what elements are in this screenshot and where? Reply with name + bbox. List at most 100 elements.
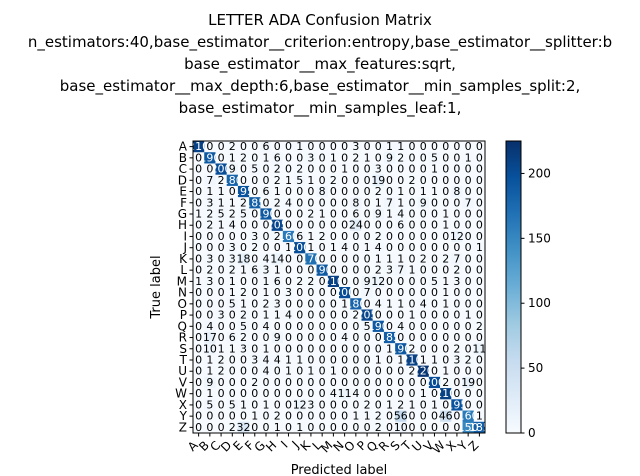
heatmap-cell [282,376,295,389]
cell-value: 0 [431,264,438,277]
cell-value: 0 [341,398,348,411]
heatmap-cell [215,421,227,434]
cell-value: 190 [199,151,220,164]
cell-value: 0 [251,151,258,164]
heatmap-cell [350,141,362,153]
heatmap-cell [260,197,272,209]
cell-value: 1 [319,208,326,221]
chart-title-line-2: n_estimators:40,base_estimator__criterio… [27,33,613,51]
cell-value: 0 [453,309,460,322]
cell-value: 0 [476,185,483,198]
heatmap-cell [226,275,239,288]
cell-value: 1 [229,151,236,164]
heatmap-cell [462,253,475,265]
heatmap-cell [440,287,452,299]
cell-value: 1 [386,342,393,355]
cell-value: 0 [218,410,225,423]
cell-value: 1 [229,275,236,288]
cell-value: 0 [476,309,483,322]
cell-value: 0 [319,309,326,322]
heatmap-cell [417,376,430,389]
heatmap-cell [226,298,239,310]
heatmap-cell [350,174,362,187]
cell-value: 0 [251,252,258,265]
heatmap-cell [395,185,407,198]
heatmap-cell [204,298,216,310]
heatmap-cell [462,354,475,366]
heatmap-cell [237,230,250,243]
cell-value: 0 [229,365,236,378]
cell-value: 0 [431,208,438,221]
heatmap-cell [271,219,284,232]
heatmap-cell [339,343,351,355]
cell-value: 0 [386,230,393,243]
heatmap-cell [339,287,351,299]
cell-value: 0 [319,252,326,265]
heatmap-cell [327,343,340,355]
heatmap-cell [473,174,486,187]
cell-value: 0 [319,320,326,333]
cell-value: 195 [233,185,254,198]
heatmap-cell [226,264,239,277]
y-tick-label: D [178,173,187,187]
heatmap-cell [361,208,373,220]
cell-value: 1 [397,185,404,198]
heatmap-cell [383,275,396,288]
heatmap-cell [440,399,452,411]
cell-value: 3 [229,241,236,254]
cell-value: 1 [431,163,438,176]
heatmap-cell [417,320,430,333]
heatmap-cell [260,264,272,277]
heatmap-cell [282,253,295,265]
cell-value: 0 [285,151,292,164]
cell-value: 0 [476,286,483,299]
heatmap-cell [451,365,463,378]
heatmap-cell [417,309,430,321]
heatmap-cell [417,242,430,254]
cell-value: 2 [453,342,460,355]
cell-value: 4 [263,354,270,367]
heatmap-cell [327,219,340,232]
heatmap-cell [249,230,261,243]
heatmap-cell [428,185,441,198]
heatmap-cell [249,185,261,198]
heatmap-cell [271,152,284,164]
cell-value: 1 [341,297,348,310]
heatmap-cell [327,354,340,366]
heatmap-cell [451,152,463,164]
heatmap-cell [316,219,329,232]
cell-value: 0 [431,252,438,265]
cell-value: 0 [453,163,460,176]
heatmap-cell [473,365,486,378]
heatmap-cell [294,388,306,400]
cell-value: 0 [285,264,292,277]
cell-value: 0 [307,354,314,367]
cell-value: 4 [397,208,404,221]
heatmap-cell [249,253,261,265]
heatmap-cell [316,331,329,344]
heatmap-cell [215,320,227,333]
heatmap-cell [417,287,430,299]
cell-value: 0 [251,421,258,434]
cell-value: 0 [319,275,326,288]
heatmap-cell [249,309,261,321]
cell-value: 1 [218,219,225,232]
heatmap-cell [193,230,205,243]
heatmap-cell [428,275,441,288]
cell-value: 0 [341,421,348,434]
cell-value: 0 [453,196,460,209]
cell-value: 0 [341,196,348,209]
heatmap-cell [282,343,295,355]
heatmap-cell [249,421,261,434]
x-axis-label: Predicted label [291,463,388,476]
heatmap-cell [271,174,284,187]
heatmap-cell [237,343,250,355]
cell-value: 1 [409,398,416,411]
heatmap-cell [372,219,385,232]
heatmap-cell [271,197,284,209]
heatmap-cell [226,230,239,243]
cell-value: 6 [251,264,258,277]
cell-value: 4 [341,241,348,254]
cell-value: 0 [285,342,292,355]
